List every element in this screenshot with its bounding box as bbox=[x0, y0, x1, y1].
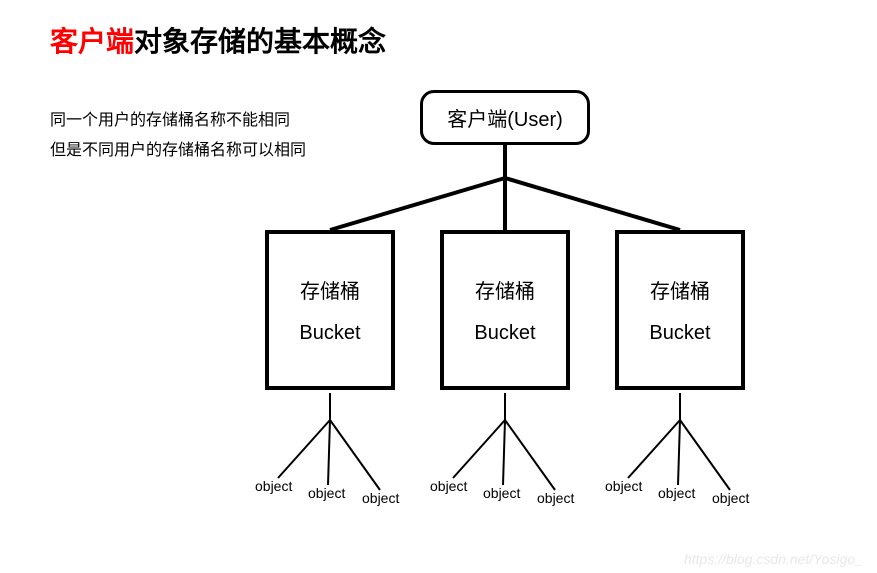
object-leaf: object bbox=[483, 485, 520, 501]
title-black: 对象存储的基本概念 bbox=[134, 26, 386, 57]
note-line-2: 但是不同用户的存储桶名称可以相同 bbox=[50, 140, 306, 162]
bucket-label-en: Bucket bbox=[474, 322, 535, 345]
title-red: 客户端 bbox=[50, 26, 134, 57]
bucket-label-cn: 存储桶 bbox=[300, 275, 360, 304]
object-leaf: object bbox=[658, 485, 695, 501]
bucket-label-cn: 存储桶 bbox=[475, 275, 535, 304]
object-leaf: object bbox=[712, 490, 749, 506]
object-leaf: object bbox=[605, 478, 642, 494]
bucket-node-1: 存储桶 Bucket bbox=[265, 230, 395, 390]
object-leaf: object bbox=[362, 490, 399, 506]
bucket-node-2: 存储桶 Bucket bbox=[440, 230, 570, 390]
bucket-label-en: Bucket bbox=[299, 322, 360, 345]
object-leaf: object bbox=[255, 478, 292, 494]
object-leaf: object bbox=[430, 478, 467, 494]
watermark: https://blog.csdn.net/Yosigo_ bbox=[684, 551, 863, 567]
bucket-label-en: Bucket bbox=[649, 322, 710, 345]
object-leaf: object bbox=[308, 485, 345, 501]
page-title: 客户端对象存储的基本概念 bbox=[50, 20, 386, 60]
user-node: 客户端(User) bbox=[420, 90, 590, 145]
bucket-label-cn: 存储桶 bbox=[650, 275, 710, 304]
object-leaf: object bbox=[537, 490, 574, 506]
user-label: 客户端(User) bbox=[447, 103, 563, 132]
bucket-node-3: 存储桶 Bucket bbox=[615, 230, 745, 390]
note-line-1: 同一个用户的存储桶名称不能相同 bbox=[50, 110, 290, 132]
